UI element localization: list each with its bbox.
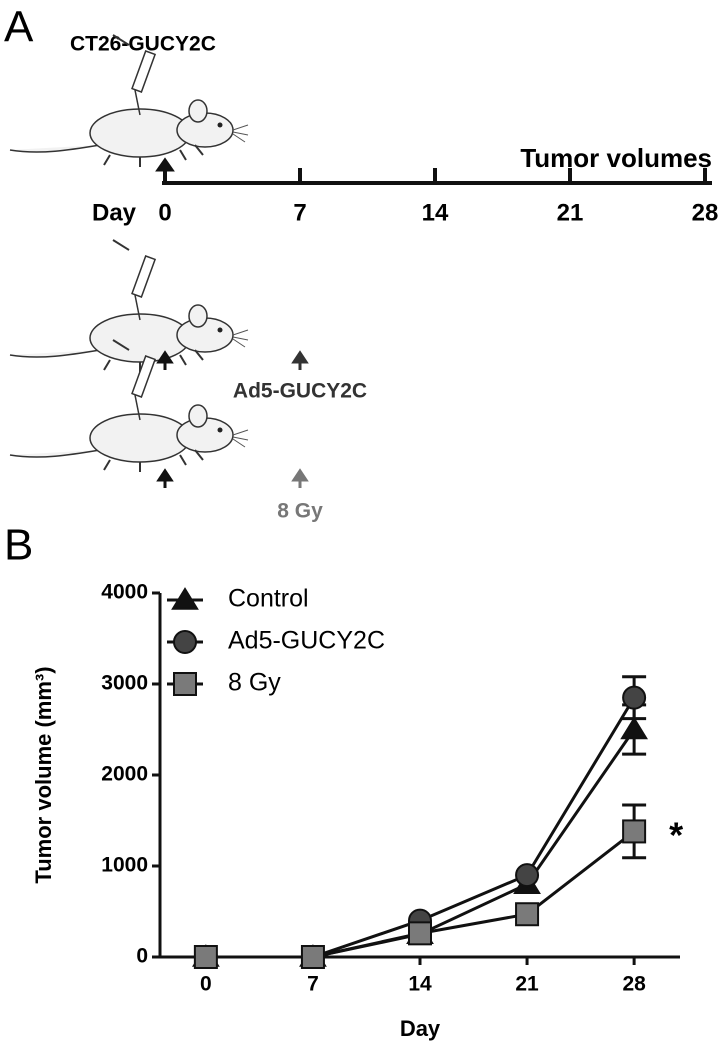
legend-marker	[173, 630, 197, 654]
data-point	[193, 945, 218, 969]
day-number: 28	[692, 199, 719, 226]
x-tick-label: 21	[515, 973, 539, 996]
y-tick-label: 2000	[101, 763, 148, 786]
syringe	[112, 239, 157, 321]
x-tick-label: 28	[622, 973, 646, 996]
legend-label: Control	[228, 585, 309, 613]
legend-label: 8 Gy	[228, 669, 281, 697]
data-point	[622, 819, 647, 844]
panel-label: B	[4, 521, 33, 570]
y-tick-label: 4000	[101, 581, 148, 604]
timeline-label: Tumor volumes	[520, 143, 712, 173]
treatment-arrow	[291, 350, 309, 370]
x-axis-label: Day	[400, 1016, 441, 1041]
injection-arrow	[156, 468, 174, 488]
y-axis-label: Tumor volume (mm³)	[31, 666, 56, 883]
treatment-label: 8 Gy	[277, 500, 323, 523]
legend-marker	[173, 672, 197, 696]
day-number: 7	[293, 199, 306, 226]
y-tick-label: 3000	[101, 672, 148, 695]
y-tick-label: 1000	[101, 854, 148, 877]
day-number: 14	[422, 199, 449, 226]
x-tick-label: 0	[200, 973, 212, 996]
day-label: Day	[92, 199, 137, 226]
x-tick-label: 7	[307, 973, 319, 996]
x-tick-label: 14	[408, 973, 432, 996]
data-point	[622, 685, 647, 710]
treatment-label: Ad5-GUCY2C	[233, 380, 367, 403]
panel-label: A	[4, 3, 34, 52]
data-point	[300, 945, 325, 969]
legend-marker	[171, 587, 199, 610]
y-tick-label: 0	[136, 945, 148, 968]
day-number: 21	[557, 199, 584, 226]
mouse-illustration	[9, 404, 249, 473]
data-point	[620, 716, 649, 740]
data-point	[515, 863, 540, 888]
annotation: *	[669, 815, 683, 856]
treatment-arrow	[291, 468, 309, 488]
data-point	[408, 921, 432, 946]
injection-arrow	[156, 350, 174, 370]
mouse-illustration	[9, 304, 249, 373]
mouse-illustration	[9, 99, 249, 168]
data-point	[515, 902, 540, 927]
day-number: 0	[158, 199, 171, 226]
legend-label: Ad5-GUCY2C	[228, 627, 385, 655]
cell-line-label: CT26-GUCY2C	[70, 33, 216, 56]
